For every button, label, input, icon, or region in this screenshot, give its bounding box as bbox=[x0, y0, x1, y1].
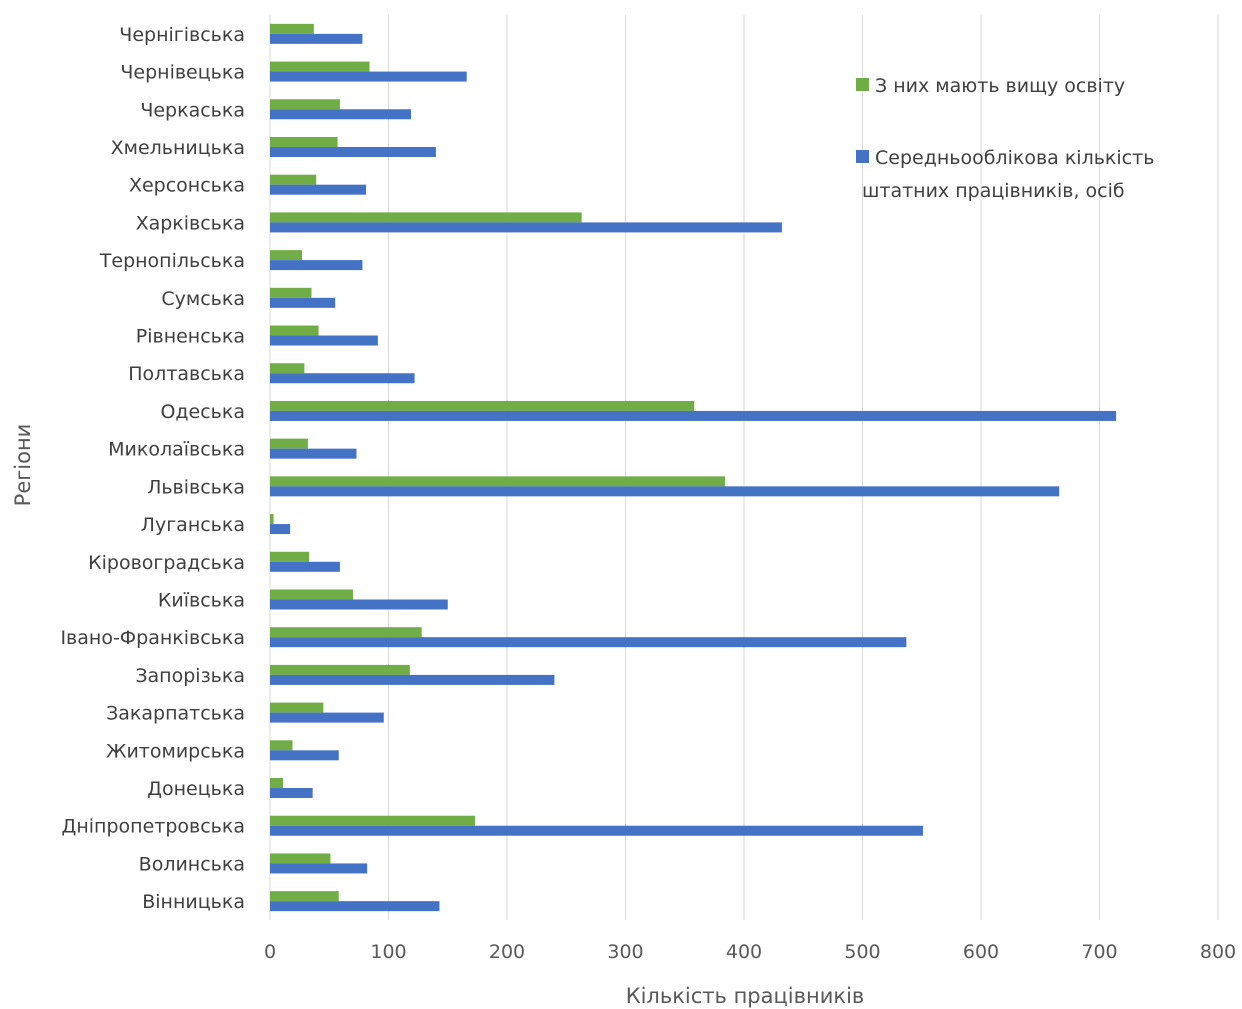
x-tick-label: 100 bbox=[370, 941, 406, 963]
bar-higher-education bbox=[270, 174, 317, 185]
legend-label-average-staff: Середньооблікова кількість штатних праці… bbox=[862, 147, 1160, 202]
bar-average-staff bbox=[270, 901, 440, 912]
y-axis-title: Регіони bbox=[11, 424, 35, 507]
x-axis-title: Кількість працівників bbox=[626, 984, 865, 1008]
bar-higher-education bbox=[270, 136, 338, 147]
category-label: Донецька bbox=[147, 778, 245, 800]
legend-swatch-average-staff bbox=[856, 150, 869, 163]
category-label: Волинська bbox=[139, 853, 245, 875]
bar-higher-education bbox=[270, 815, 476, 826]
category-label: Чернігівська bbox=[119, 24, 245, 46]
category-label: Рівненська bbox=[136, 326, 245, 348]
category-label: Тернопільська bbox=[99, 250, 245, 272]
bar-higher-education bbox=[270, 664, 410, 675]
bar-average-staff bbox=[270, 373, 415, 384]
category-label: Запорізька bbox=[135, 665, 245, 687]
bar-average-staff bbox=[270, 825, 923, 836]
category-label: Чернівецька bbox=[120, 62, 245, 84]
category-label: Дніпропетровська bbox=[62, 816, 245, 838]
bar-higher-education bbox=[270, 627, 422, 638]
x-tick-labels: 0 100 200 300 400 500 600 700 800 bbox=[264, 941, 1236, 963]
bars bbox=[270, 23, 1117, 912]
bar-higher-education bbox=[270, 61, 370, 72]
bar-average-staff bbox=[270, 260, 363, 271]
category-label: Вінницька bbox=[142, 891, 245, 913]
bar-higher-education bbox=[270, 325, 319, 336]
x-tick-label: 200 bbox=[489, 941, 525, 963]
legend-swatch-higher-education bbox=[856, 78, 869, 91]
category-labels: Чернігівська Чернівецька Черкаська Хмельниц… bbox=[60, 24, 245, 913]
category-label: Луганська bbox=[141, 514, 245, 536]
category-label: Харківська bbox=[136, 212, 245, 234]
bar-average-staff bbox=[270, 297, 336, 308]
category-label: Одеська bbox=[160, 401, 245, 423]
bar-average-staff bbox=[270, 448, 357, 459]
bar-average-staff bbox=[270, 410, 1117, 421]
bar-average-staff bbox=[270, 222, 782, 233]
bar-higher-education bbox=[270, 212, 582, 223]
category-label: Житомирська bbox=[106, 740, 245, 762]
bar-higher-education bbox=[270, 740, 293, 751]
category-label: Хмельницька bbox=[111, 137, 245, 159]
bar-higher-education bbox=[270, 778, 284, 789]
bar-higher-education bbox=[270, 551, 310, 562]
bar-average-staff bbox=[270, 146, 436, 157]
x-tick-label: 400 bbox=[726, 941, 762, 963]
bar-average-staff bbox=[270, 524, 291, 535]
bar-higher-education bbox=[270, 702, 324, 713]
bar-higher-education bbox=[270, 23, 314, 34]
bar-average-staff bbox=[270, 109, 412, 120]
bar-higher-education bbox=[270, 589, 353, 600]
x-tick-label: 600 bbox=[963, 941, 999, 963]
bar-higher-education bbox=[270, 250, 302, 261]
bar-average-staff bbox=[270, 33, 363, 44]
category-label: Кіровоградська bbox=[88, 552, 245, 574]
legend-label-higher-education: З них мають вищу освіту bbox=[875, 75, 1125, 97]
category-label: Івано-Франківська bbox=[60, 627, 245, 649]
x-tick-label: 0 bbox=[264, 941, 276, 963]
x-tick-label: 500 bbox=[844, 941, 880, 963]
bar-higher-education bbox=[270, 287, 312, 298]
category-label: Херсонська bbox=[129, 175, 245, 197]
x-tick-label: 700 bbox=[1081, 941, 1117, 963]
bar-average-staff bbox=[270, 712, 384, 723]
bar-higher-education bbox=[270, 99, 340, 110]
category-label: Львівська bbox=[147, 476, 245, 498]
bar-higher-education bbox=[270, 891, 339, 902]
legend: З них мають вищу освіту Середньооблікова… bbox=[856, 75, 1160, 202]
category-label: Закарпатська bbox=[106, 703, 245, 725]
bar-average-staff bbox=[270, 71, 467, 82]
bar-higher-education bbox=[270, 476, 726, 487]
category-label: Миколаївська bbox=[108, 439, 245, 461]
bar-average-staff bbox=[270, 335, 378, 346]
bar-average-staff bbox=[270, 184, 366, 195]
category-label: Полтавська bbox=[128, 363, 245, 385]
bar-higher-education bbox=[270, 514, 274, 525]
category-label: Київська bbox=[158, 589, 245, 611]
bar-average-staff bbox=[270, 863, 368, 874]
category-label: Черкаська bbox=[140, 99, 245, 121]
category-label: Сумська bbox=[161, 288, 245, 310]
bar-higher-education bbox=[270, 363, 305, 374]
legend-label-line-2: штатних працівників, осіб bbox=[862, 180, 1125, 202]
x-tick-label: 800 bbox=[1200, 941, 1236, 963]
bar-average-staff bbox=[270, 750, 339, 761]
bar-average-staff bbox=[270, 788, 313, 799]
bar-higher-education bbox=[270, 853, 331, 864]
bar-higher-education bbox=[270, 438, 308, 449]
bar-higher-education bbox=[270, 400, 695, 411]
bar-average-staff bbox=[270, 561, 340, 572]
legend-label-line-1: Середньооблікова кількість bbox=[875, 147, 1154, 169]
bar-average-staff bbox=[270, 637, 907, 648]
bar-average-staff bbox=[270, 486, 1060, 497]
gridlines bbox=[269, 15, 1219, 920]
bar-average-staff bbox=[270, 674, 555, 685]
bar-average-staff bbox=[270, 599, 448, 610]
x-tick-label: 300 bbox=[607, 941, 643, 963]
